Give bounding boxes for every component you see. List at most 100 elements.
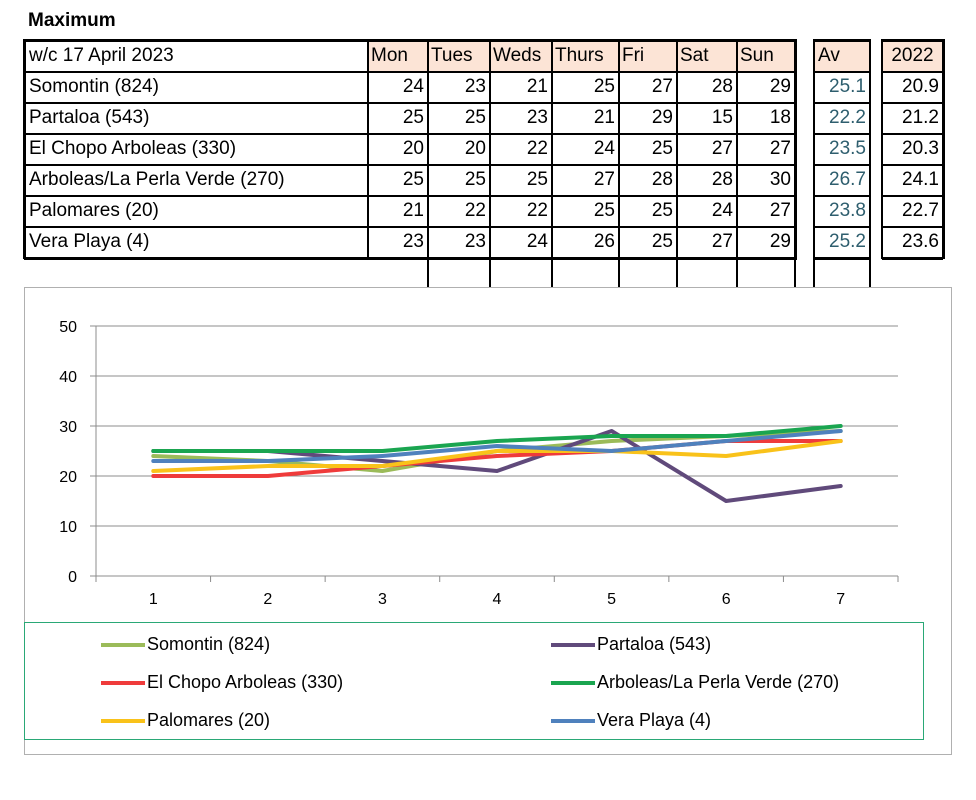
table-cell-value: 27 [769,138,791,159]
table-cell-value: 28 [711,169,733,190]
table-row-line [24,195,797,197]
x-tick-label: 1 [149,591,158,608]
series-line [151,429,843,463]
day-header: Fri [619,41,677,72]
day-header: Tues [428,41,490,72]
table-col-line [942,39,945,259]
chart-legend: Somontin (824) Partaloa (543) El Chopo Arb… [24,622,924,740]
station-name: Vera Playa (4) [29,231,150,252]
table-row-line [814,226,870,228]
table-cell-value: 18 [769,107,791,128]
table-cell-value: 20 [402,138,424,159]
x-tick-label: 7 [836,591,845,608]
legend-label: Somontin (824) [147,634,271,654]
table-col-stub [489,258,491,287]
prev-year-value: 23.6 [902,231,939,252]
table-col-line [676,40,678,258]
table-col-stub [869,258,871,287]
table-col-line [551,40,553,258]
table-cell-value: 23 [526,107,548,128]
day-header: Sun [737,41,795,72]
legend-swatch [551,681,595,685]
x-tick-label: 6 [722,591,731,608]
table-col-stub [794,258,796,287]
station-name: Somontin (824) [29,76,159,97]
table-row-line [882,164,943,166]
table-row-line [814,257,870,260]
y-tick-label: 20 [59,469,77,486]
table-cell-value: 25 [651,200,673,221]
legend-swatch [101,643,145,647]
average-value: 26.7 [829,169,866,190]
table-cell-value: 21 [593,107,615,128]
table-cell-value: 27 [651,76,673,97]
y-tick-label: 40 [59,369,77,386]
table-col-line [618,40,620,258]
table-cell-value: 29 [769,231,791,252]
week-label: w/c 17 April 2023 [29,45,174,66]
table-cell-value: 27 [711,231,733,252]
table-col-stub [676,258,678,287]
table-cell-value: 21 [526,76,548,97]
table-row-line [24,226,797,228]
line-chart: 0 10 20 30 40 50 1 2 3 4 5 6 7 [59,319,899,608]
table-cell-value: 20 [464,138,486,159]
x-tick-label: 5 [607,591,616,608]
table-row-line [814,39,870,42]
table-row-line [24,164,797,166]
table-cell-value: 27 [769,200,791,221]
table-row-line [882,71,943,73]
table-row-line [882,133,943,135]
table-cell-value: 25 [402,169,424,190]
legend-label: Palomares (20) [147,710,271,730]
table-row-line [882,195,943,197]
prev-year-value: 22.7 [902,200,939,221]
table-col-stub [551,258,553,287]
legend-swatch [551,643,595,647]
table-row-line [882,226,943,228]
table-row-line [882,39,943,42]
table-row-line [882,102,943,104]
table-row-line [882,257,943,260]
table-cell-value: 25 [402,107,424,128]
table-cell-value: 25 [651,231,673,252]
table-cell-value: 24 [526,231,548,252]
table-cell-value: 28 [711,76,733,97]
table-cell-value: 25 [593,200,615,221]
table-row-line [24,257,797,260]
table-col-line [794,39,797,259]
prev-year-value: 24.1 [902,169,939,190]
table-col-line [367,40,369,258]
table-col-line [23,39,26,259]
table-row-line [24,71,797,73]
series-line [151,424,843,453]
table-cell-value: 15 [711,107,733,128]
average-value: 23.5 [829,138,866,159]
table-cell-value: 22 [526,138,548,159]
table-cell-value: 25 [526,169,548,190]
prev-year-value: 20.9 [902,76,939,97]
day-header: Sat [677,41,737,72]
legend-label: Partaloa (543) [597,634,712,654]
table-col-stub [618,258,620,287]
prev-year-value: 21.2 [902,107,939,128]
table-row-line [24,102,797,104]
x-tick-label: 4 [493,591,502,608]
table-col-stub [427,258,429,287]
y-tick-label: 0 [68,569,77,586]
table-cell-value: 27 [593,169,615,190]
x-tick-label: 3 [378,591,387,608]
table-row-line [814,195,870,197]
prev-year-header: 2022 [882,41,943,72]
y-tick-label: 50 [59,319,77,336]
table-cell-value: 26 [593,231,615,252]
table-cell-value: 28 [651,169,673,190]
legend-swatch [101,681,145,685]
average-value: 25.1 [829,76,866,97]
day-header: Weds [490,41,552,72]
table-col-line [813,39,815,259]
legend-label: Arboleas/La Perla Verde (270) [597,672,840,692]
table-cell-value: 25 [651,138,673,159]
station-name: Arboleas/La Perla Verde (270) [29,169,285,190]
day-header: Mon [368,41,428,72]
